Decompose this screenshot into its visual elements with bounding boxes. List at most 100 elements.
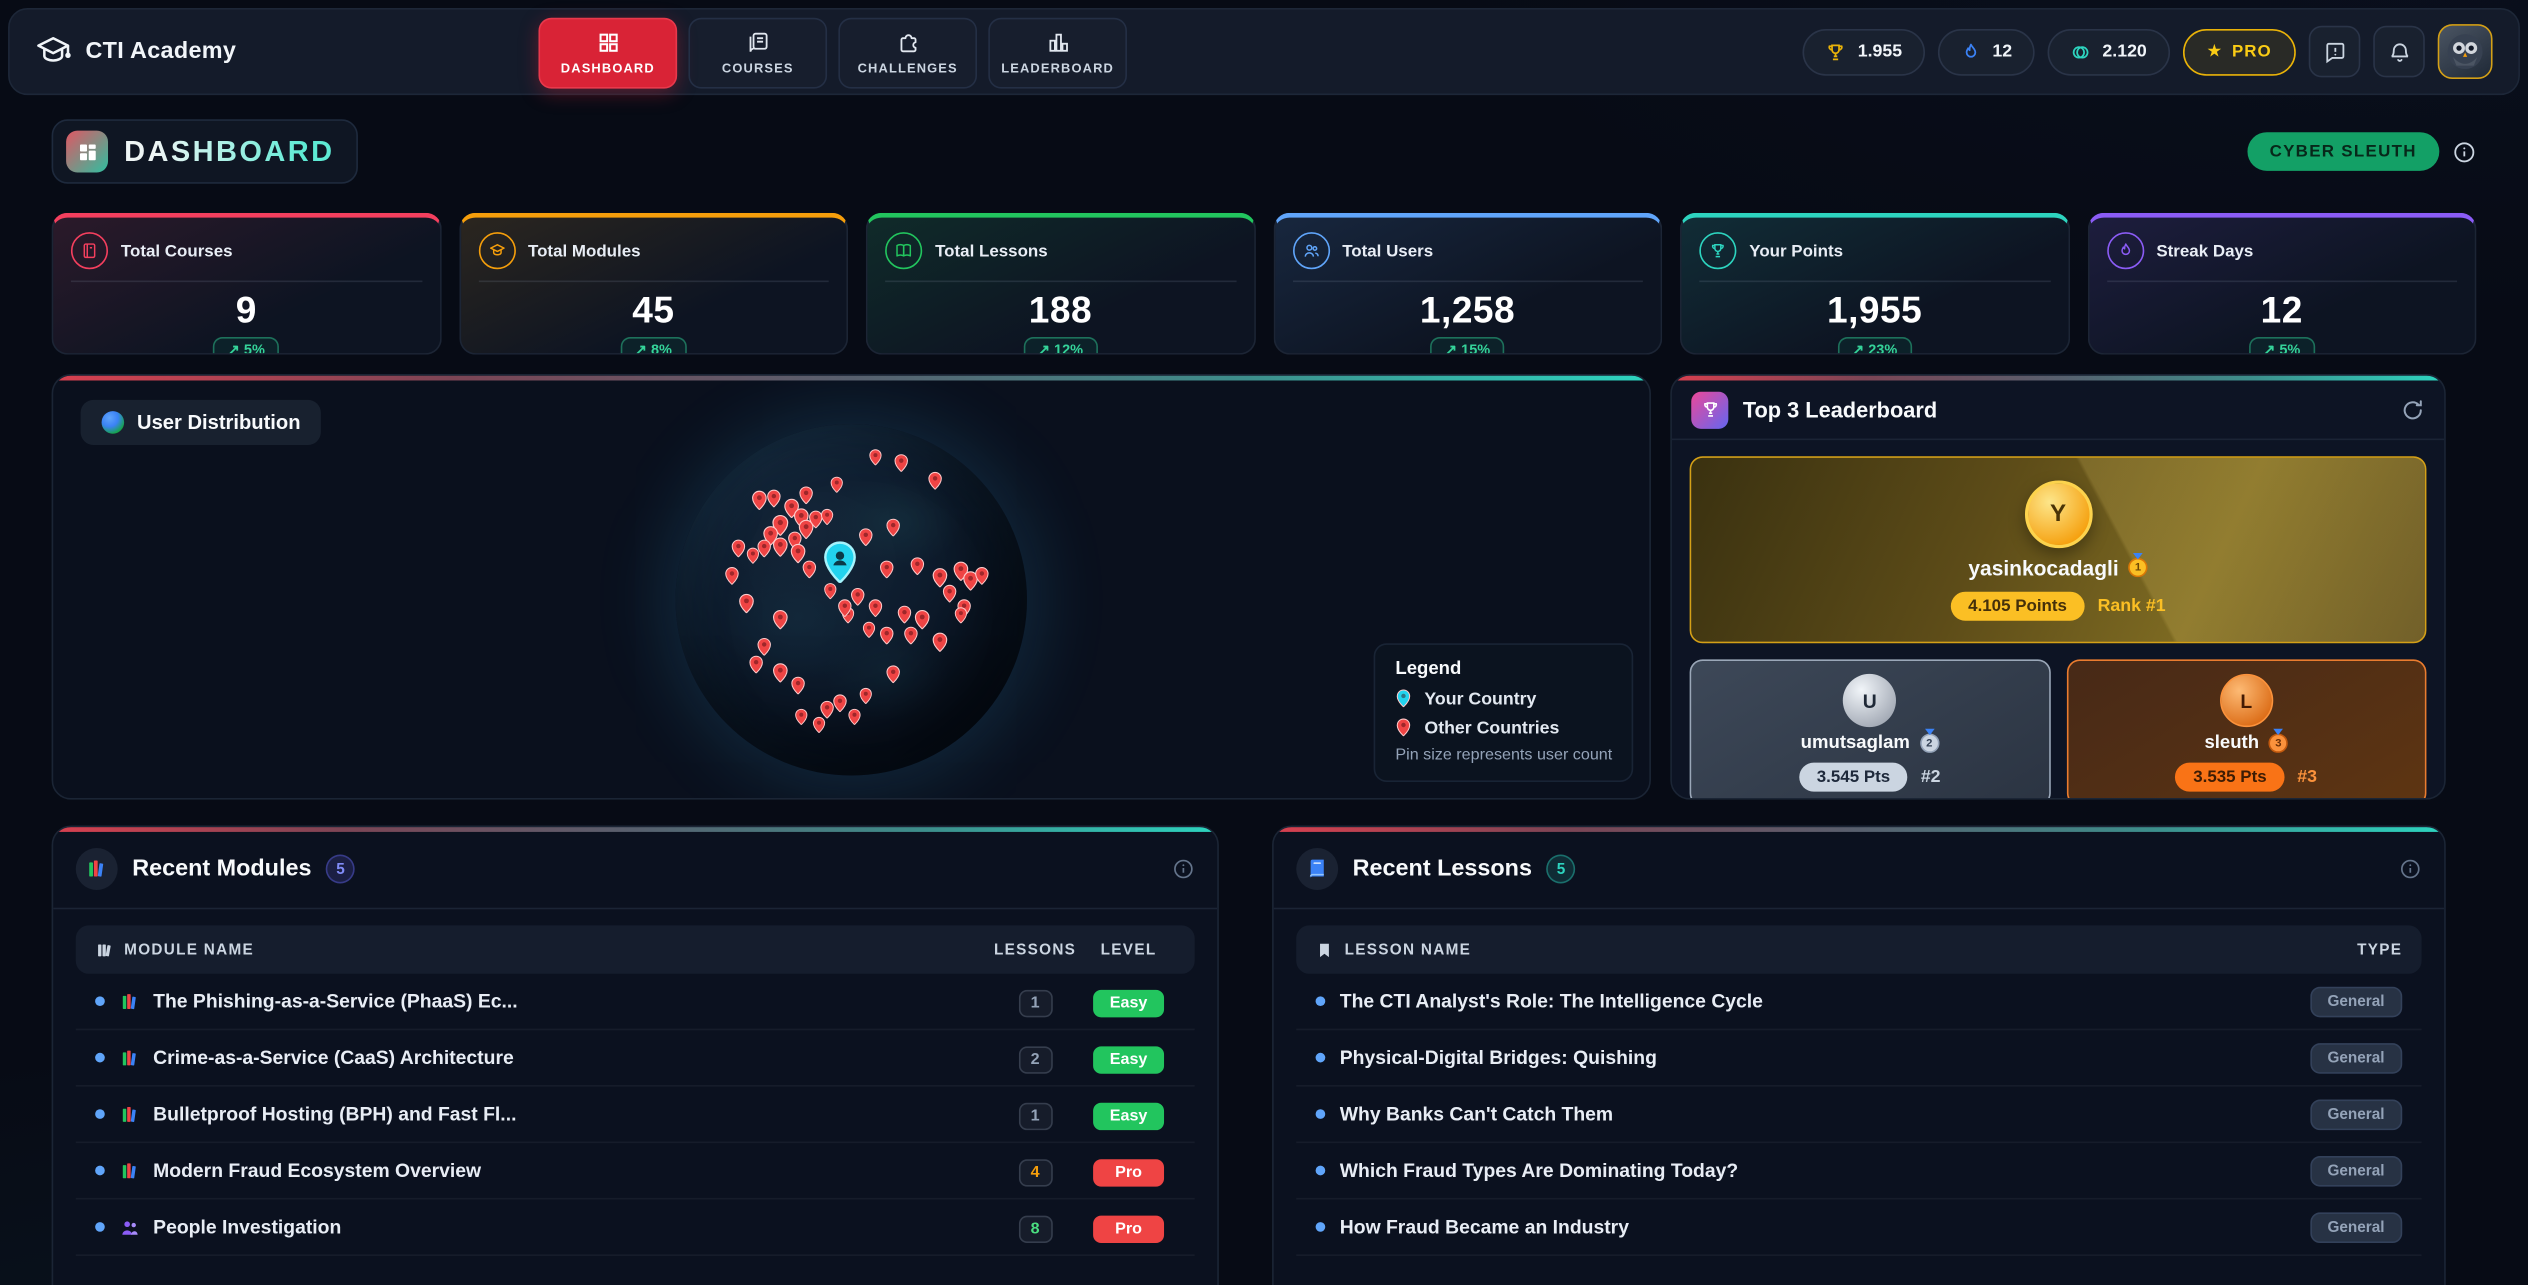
country-pin[interactable]: [771, 662, 790, 686]
country-pin[interactable]: [972, 566, 990, 587]
nav-item-dashboard[interactable]: DASHBOARD: [538, 17, 678, 89]
country-pin[interactable]: [909, 556, 927, 577]
country-pin[interactable]: [771, 609, 790, 633]
country-pin[interactable]: [861, 620, 877, 639]
leaderboard-rank1-card[interactable]: Y yasinkocadagli 1 4.105 Points Rank #1: [1689, 456, 2427, 644]
country-pin[interactable]: [807, 510, 825, 531]
country-pin[interactable]: [782, 496, 801, 520]
country-pin[interactable]: [952, 606, 968, 625]
country-pin[interactable]: [832, 693, 850, 714]
country-pin[interactable]: [856, 528, 874, 549]
lesson-row[interactable]: The CTI Analyst's Role: The Intelligence…: [1296, 974, 2422, 1031]
country-pin[interactable]: [847, 708, 863, 727]
notifications-button[interactable]: [2373, 25, 2425, 78]
books-icon: [119, 1104, 140, 1125]
country-pin[interactable]: [819, 508, 835, 527]
country-pin[interactable]: [800, 559, 818, 580]
country-pin[interactable]: [794, 708, 810, 727]
country-pin[interactable]: [895, 605, 913, 626]
country-pin[interactable]: [885, 665, 903, 686]
country-pin[interactable]: [878, 626, 896, 647]
pro-badge[interactable]: ★ PRO: [2182, 28, 2296, 75]
country-pin[interactable]: [765, 489, 783, 510]
nav-item-leaderboard[interactable]: LEADERBOARD: [988, 17, 1127, 89]
country-pin[interactable]: [912, 609, 931, 633]
country-pin[interactable]: [736, 591, 755, 615]
country-pin[interactable]: [755, 636, 773, 657]
map-title-chip: User Distribution: [80, 399, 322, 445]
country-pin[interactable]: [812, 715, 828, 734]
star-icon: ★: [2206, 41, 2223, 61]
country-pin[interactable]: [929, 567, 948, 591]
rings-stat-pill[interactable]: 2.120: [2047, 28, 2170, 75]
stat-label: Total Modules: [528, 241, 641, 261]
lesson-row[interactable]: How Fraud Became an Industry General: [1296, 1200, 2422, 1256]
country-pin[interactable]: [818, 700, 836, 721]
country-pin[interactable]: [770, 513, 791, 539]
module-row[interactable]: People Investigation 8 Pro: [75, 1200, 1195, 1256]
navbar-right: 1.955 12 2.120 ★ PRO: [1802, 24, 2493, 80]
stat-value: 45: [632, 288, 675, 331]
rank-info-icon[interactable]: [2452, 139, 2476, 163]
nav-item-courses[interactable]: COURSES: [688, 17, 828, 89]
country-pin[interactable]: [747, 654, 765, 675]
user-distribution-panel: User Distribution Legend Your Country Ot…: [51, 374, 1651, 800]
country-pin[interactable]: [730, 538, 748, 559]
country-pin[interactable]: [745, 547, 761, 566]
module-row[interactable]: Modern Fraud Ecosystem Overview 4 Pro: [75, 1143, 1195, 1200]
rank3-name: sleuth: [2204, 733, 2260, 753]
module-row[interactable]: Bulletproof Hosting (BPH) and Fast Fl...…: [75, 1087, 1195, 1144]
nav-item-challenges[interactable]: CHALLENGES: [838, 17, 978, 89]
lesson-row[interactable]: Physical-Digital Bridges: Quishing Gener…: [1296, 1030, 2422, 1087]
country-pin[interactable]: [723, 566, 741, 587]
country-pin[interactable]: [867, 598, 885, 619]
country-pin[interactable]: [771, 535, 790, 559]
stat-card-total-users: Total Users 1,258 15%: [1272, 212, 1663, 355]
country-pin[interactable]: [829, 476, 845, 495]
country-pin[interactable]: [868, 448, 884, 467]
country-pin[interactable]: [857, 687, 873, 706]
lesson-row[interactable]: Which Fraud Types Are Dominating Today? …: [1296, 1143, 2422, 1200]
your-country-pin[interactable]: [820, 538, 862, 590]
country-pin[interactable]: [796, 518, 815, 542]
page-title-row: DASHBOARD CYBER SLEUTH: [51, 119, 2477, 184]
users-icon: [1292, 232, 1330, 270]
modules-info-icon[interactable]: [1172, 858, 1195, 881]
country-pin[interactable]: [885, 517, 903, 538]
user-avatar[interactable]: [2437, 24, 2493, 80]
leaderboard-rank3-card[interactable]: L sleuth 3 3.535 Pts #3: [2066, 659, 2427, 799]
country-pin[interactable]: [951, 560, 970, 584]
navbar-stat-pills: 1.955 12 2.120: [1802, 28, 2170, 75]
globe-icon: [101, 411, 125, 434]
lesson-row[interactable]: Why Banks Can't Catch Them General: [1296, 1087, 2422, 1144]
country-pin[interactable]: [790, 675, 808, 696]
modules-books-icon: [75, 848, 118, 890]
books-icon: [119, 991, 140, 1012]
country-pin[interactable]: [927, 471, 945, 492]
lessons-book-icon: [1296, 848, 1339, 890]
country-pin[interactable]: [797, 485, 815, 506]
country-pin[interactable]: [961, 570, 980, 594]
refresh-icon[interactable]: [2401, 397, 2425, 421]
trophy-stat-pill[interactable]: 1.955: [1802, 28, 1925, 75]
rings-icon: [2070, 41, 2091, 62]
country-pin[interactable]: [892, 454, 910, 475]
flame-stat-pill[interactable]: 12: [1937, 28, 2035, 75]
country-pin[interactable]: [835, 598, 853, 619]
module-row[interactable]: The Phishing-as-a-Service (PhaaS) Ec... …: [75, 974, 1195, 1031]
country-pin[interactable]: [929, 630, 948, 654]
country-pin[interactable]: [902, 626, 920, 647]
world-globe[interactable]: [675, 423, 1027, 776]
country-pin[interactable]: [941, 584, 959, 605]
country-pin[interactable]: [750, 489, 769, 513]
feedback-button[interactable]: [2308, 25, 2361, 78]
module-row[interactable]: Crime-as-a-Service (CaaS) Architecture 2…: [75, 1030, 1195, 1087]
leaderboard-rank2-card[interactable]: U umutsaglam 2 3.545 Pts #2: [1689, 659, 2050, 799]
lessons-info-icon[interactable]: [2399, 858, 2422, 881]
country-pin[interactable]: [822, 582, 838, 601]
country-pin[interactable]: [755, 538, 773, 559]
stat-delta-badge: 5%: [2248, 336, 2315, 354]
country-pin[interactable]: [878, 559, 896, 580]
country-pin[interactable]: [789, 542, 808, 566]
country-pin[interactable]: [849, 587, 867, 608]
